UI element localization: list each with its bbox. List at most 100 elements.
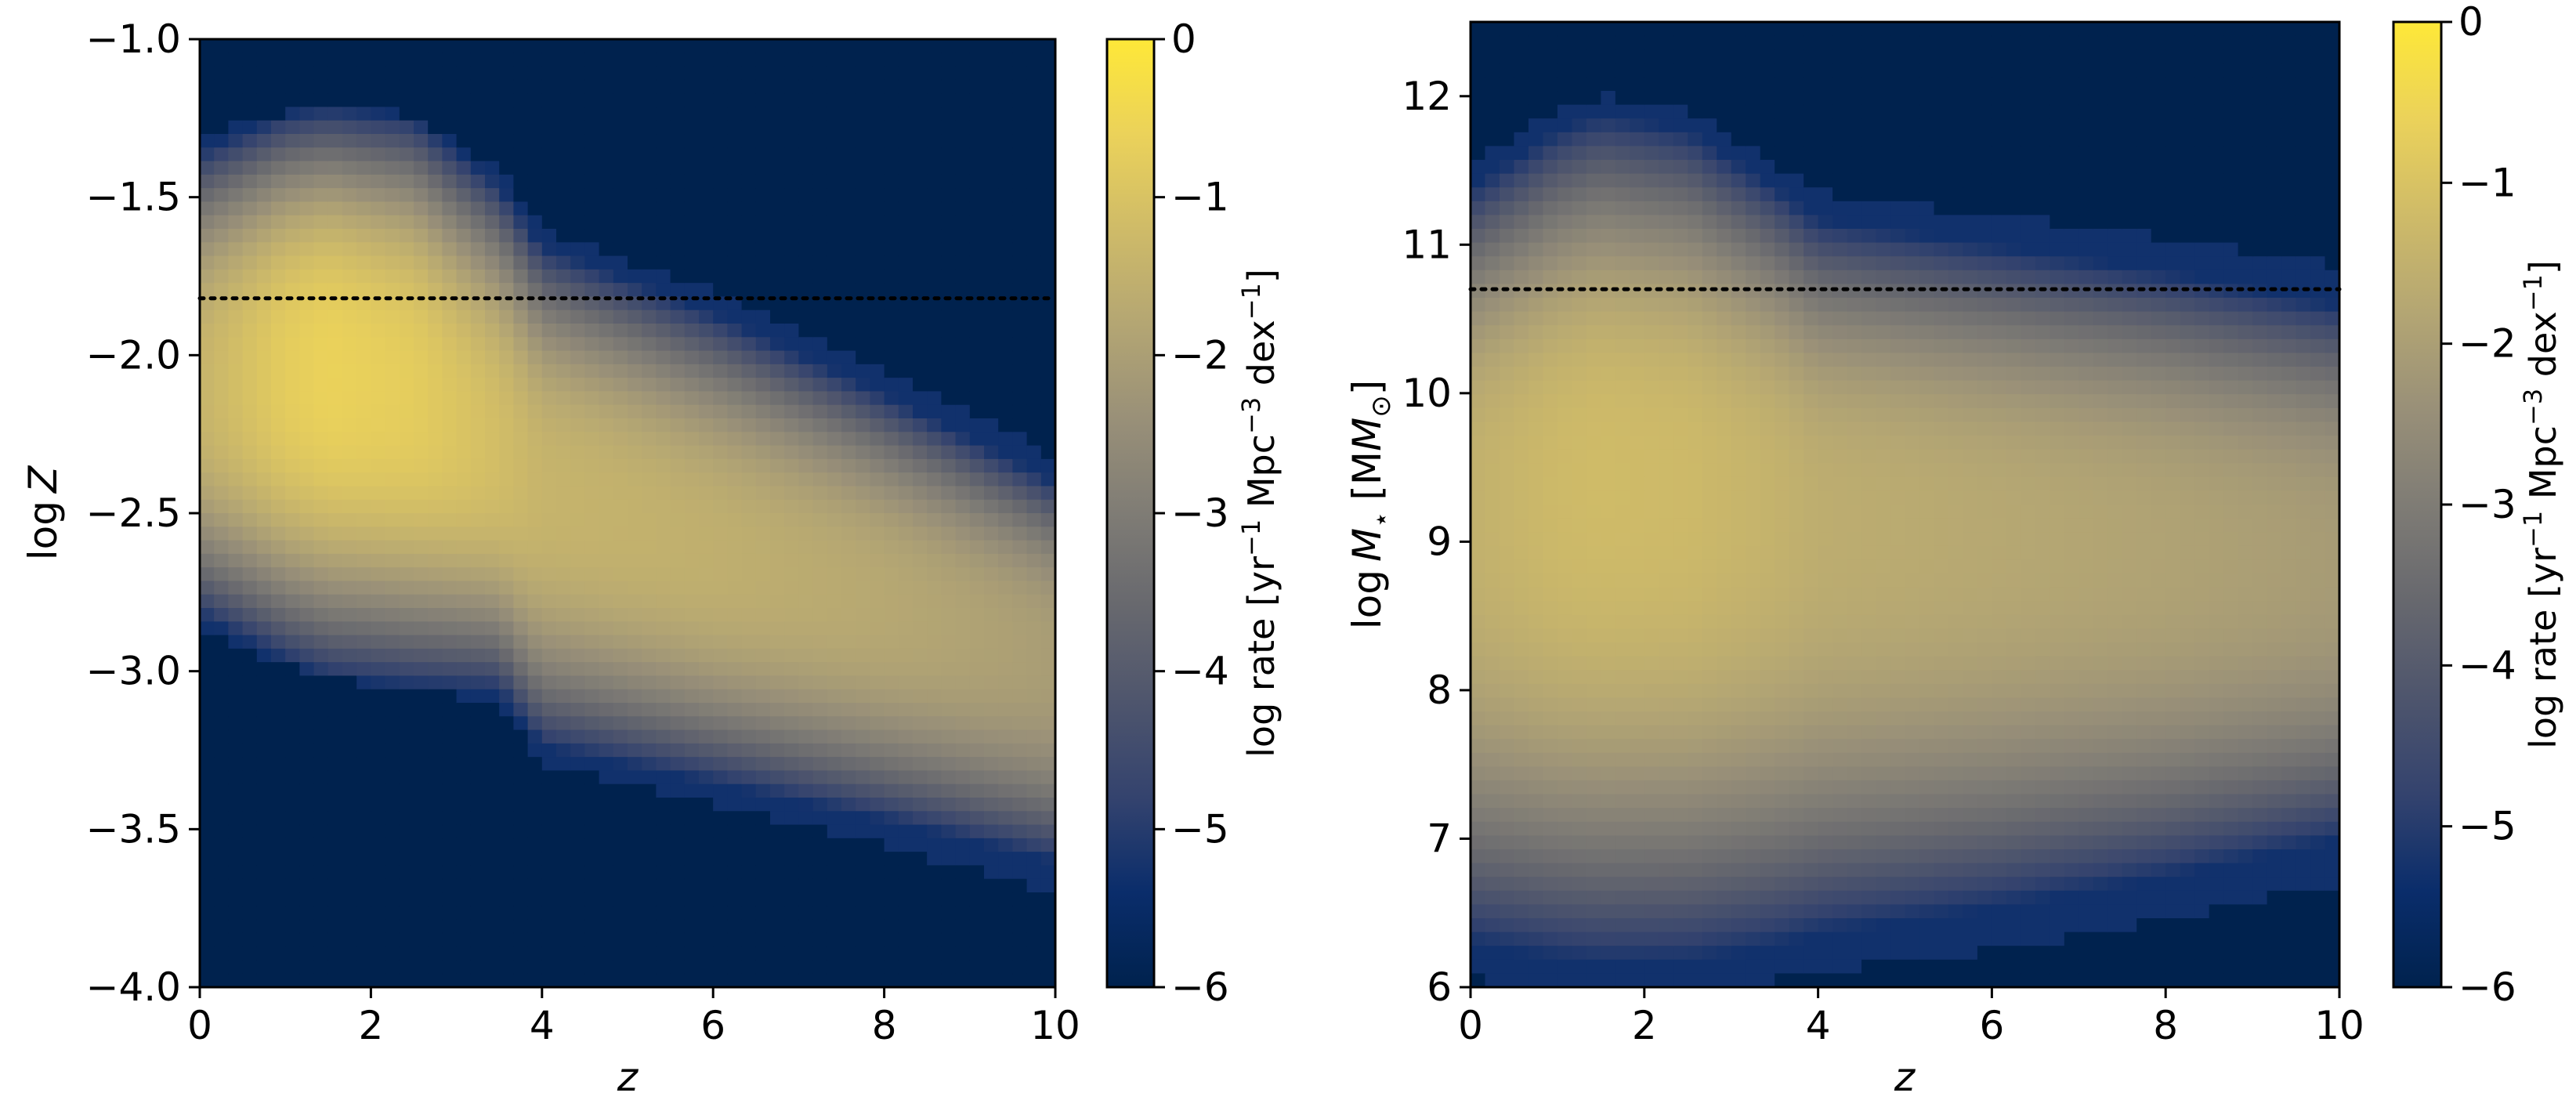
heatmap-cell xyxy=(299,729,315,744)
heatmap-cell xyxy=(827,188,842,203)
heatmap-cell xyxy=(1040,824,1056,839)
heatmap-cell xyxy=(841,621,856,636)
heatmap-cell xyxy=(599,689,614,704)
heatmap-cell xyxy=(456,432,472,447)
heatmap-cell xyxy=(214,608,230,623)
heatmap-cell xyxy=(327,567,343,582)
heatmap-cell xyxy=(228,581,244,595)
heatmap-cell xyxy=(1040,798,1056,812)
heatmap-cell xyxy=(1543,794,1558,809)
heatmap-cell xyxy=(628,404,642,419)
heatmap-cell xyxy=(256,445,272,460)
heatmap-cell xyxy=(541,852,557,867)
heatmap-cell xyxy=(385,255,400,270)
heatmap-cell xyxy=(1586,973,1602,988)
heatmap-cell xyxy=(984,229,999,244)
heatmap-cell xyxy=(913,391,928,406)
heatmap-cell xyxy=(642,973,657,988)
heatmap-cell xyxy=(1026,499,1042,514)
heatmap-cell xyxy=(470,838,486,852)
heatmap-cell xyxy=(755,743,771,758)
heatmap-cell xyxy=(898,662,914,677)
heatmap-cell xyxy=(271,269,286,284)
heatmap-cell xyxy=(342,309,357,324)
heatmap-cell xyxy=(642,174,657,189)
heatmap-cell xyxy=(856,567,871,582)
heatmap-cell xyxy=(684,526,700,541)
heatmap-cell xyxy=(1528,353,1544,367)
heatmap-cell xyxy=(399,892,414,907)
heatmap-cell xyxy=(527,608,543,623)
heatmap-cell xyxy=(841,378,856,393)
heatmap-cell xyxy=(1514,946,1529,961)
heatmap-cell xyxy=(642,689,657,704)
heatmap-cell xyxy=(827,594,842,609)
heatmap-cell xyxy=(356,581,372,595)
heatmap-cell xyxy=(884,66,899,81)
heatmap-cell xyxy=(541,906,557,921)
heatmap-cell xyxy=(442,675,458,690)
heatmap-cell xyxy=(541,824,557,839)
heatmap-cell xyxy=(414,716,429,731)
heatmap-cell xyxy=(1586,656,1602,671)
heatmap-cell xyxy=(941,703,957,718)
heatmap-cell xyxy=(200,648,215,663)
heatmap-cell xyxy=(684,188,700,203)
heatmap-cell xyxy=(827,608,842,623)
heatmap-cell xyxy=(713,757,729,772)
heatmap-cell xyxy=(741,432,757,447)
heatmap-cell xyxy=(1026,608,1042,623)
heatmap-cell xyxy=(741,648,757,663)
heatmap-cell xyxy=(1514,505,1529,519)
heatmap-cell xyxy=(670,540,686,555)
heatmap-cell xyxy=(584,350,600,365)
heatmap-cell xyxy=(414,134,429,149)
heatmap-cell xyxy=(827,134,842,149)
heatmap-cell xyxy=(327,513,343,528)
heatmap-cell xyxy=(1601,574,1616,588)
heatmap-cell xyxy=(784,743,800,758)
heatmap-cell xyxy=(442,134,458,149)
heatmap-cell xyxy=(541,445,557,460)
heatmap-cell xyxy=(556,391,571,406)
heatmap-cell xyxy=(499,309,515,324)
heatmap-cell xyxy=(541,201,557,216)
heatmap-cell xyxy=(470,932,486,947)
heatmap-cell xyxy=(927,324,942,338)
heatmap-cell xyxy=(285,960,301,975)
heatmap-cell xyxy=(1543,946,1558,961)
heatmap-cell xyxy=(713,499,729,514)
heatmap-cell xyxy=(1601,49,1616,64)
heatmap-cell xyxy=(499,865,515,880)
heatmap-cell xyxy=(385,703,400,718)
heatmap-cell xyxy=(812,188,828,203)
heatmap-cell xyxy=(1026,906,1042,921)
heatmap-cell xyxy=(1601,559,1616,574)
heatmap-cell xyxy=(898,120,914,135)
heatmap-cell xyxy=(327,675,343,690)
heatmap-cell xyxy=(969,432,985,447)
heatmap-cell xyxy=(299,581,315,595)
heatmap-cell xyxy=(1528,642,1544,657)
heatmap-cell xyxy=(841,581,856,595)
heatmap-cell xyxy=(256,215,272,230)
heatmap-cell xyxy=(613,215,628,230)
heatmap-cell xyxy=(1601,670,1616,685)
heatmap-cell xyxy=(299,378,315,393)
heatmap-cell xyxy=(1615,574,1631,588)
heatmap-cell xyxy=(798,66,814,81)
heatmap-cell xyxy=(285,229,301,244)
heatmap-cell xyxy=(812,892,828,907)
heatmap-cell xyxy=(656,283,671,298)
heatmap-cell xyxy=(913,648,928,663)
heatmap-cell xyxy=(1543,298,1558,313)
heatmap-cell xyxy=(1586,63,1602,78)
heatmap-cell xyxy=(884,960,899,975)
heatmap-cell xyxy=(1471,407,1486,423)
heatmap-cell xyxy=(385,567,400,582)
heatmap-cell xyxy=(699,39,714,54)
heatmap-cell xyxy=(812,811,828,826)
heatmap-cell xyxy=(313,798,329,812)
heatmap-cell xyxy=(228,662,244,677)
heatmap-cell xyxy=(856,337,871,352)
